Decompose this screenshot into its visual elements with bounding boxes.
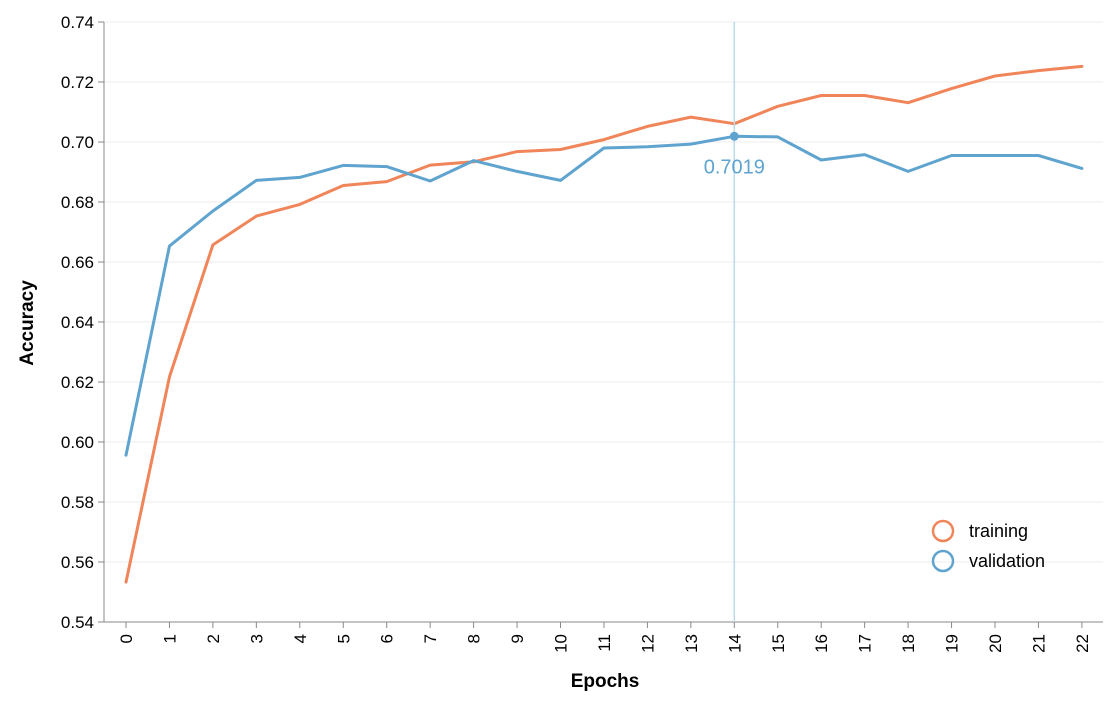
x-tick-label: 2: [204, 634, 223, 643]
y-tick-label: 0.68: [61, 193, 94, 212]
y-tick-label: 0.72: [61, 73, 94, 92]
x-tick-label: 12: [638, 634, 657, 653]
x-tick-label: 9: [508, 634, 527, 643]
x-tick-label: 11: [595, 634, 614, 652]
x-tick-label: 16: [812, 634, 831, 653]
x-tick-label: 17: [856, 634, 875, 653]
hover-annotation: 0.7019: [704, 22, 765, 622]
x-tick-label: 14: [725, 634, 744, 653]
hover-value-label: 0.7019: [704, 156, 765, 178]
x-tick-label: 5: [334, 634, 353, 643]
legend-symbol-training: [931, 519, 955, 543]
y-tick-label: 0.58: [61, 493, 94, 512]
x-axis-title: Epochs: [571, 671, 640, 692]
x-tick-label: 13: [682, 634, 701, 653]
y-tick-label: 0.70: [61, 133, 94, 152]
x-tick-label: 20: [986, 634, 1005, 653]
x-tick-label: 0: [117, 634, 136, 643]
grid-lines: [104, 21, 1103, 623]
y-axis-title: Accuracy: [17, 280, 38, 366]
x-tick-label: 15: [769, 634, 788, 653]
data-series: [124, 64, 1084, 584]
legend: training validation: [931, 519, 1045, 573]
x-tick-label: 3: [247, 634, 266, 643]
x-tick-label: 4: [291, 634, 310, 643]
axes: 0.54 0.56 0.58 0.60 0.62 0.64 0.66 0.68 0.70 0.72…: [61, 13, 1103, 653]
legend-symbol-validation: [931, 549, 955, 573]
y-tick-label: 0.60: [61, 433, 94, 452]
x-tick-label: 8: [465, 634, 484, 643]
y-tick-label: 0.62: [61, 373, 94, 392]
y-tick-label: 0.64: [61, 313, 94, 332]
x-tick-label: 1: [160, 634, 179, 643]
legend-label-validation: validation: [969, 551, 1045, 571]
x-tick-label: 19: [943, 634, 962, 653]
y-tick-label: 0.66: [61, 253, 94, 272]
x-tick-label: 10: [552, 634, 571, 653]
y-tick-label: 0.54: [61, 613, 94, 632]
x-tick-label: 21: [1029, 634, 1048, 653]
y-tick-label: 0.74: [61, 13, 94, 32]
x-tick-label: 18: [899, 634, 918, 653]
x-tick-label: 22: [1073, 634, 1092, 653]
series-line-validation: [124, 134, 1084, 457]
legend-label-training: training: [969, 521, 1028, 541]
series-line-training: [124, 64, 1084, 584]
x-tick-label: 7: [421, 634, 440, 643]
hover-point: [729, 131, 739, 141]
x-tick-label: 6: [378, 634, 397, 643]
y-tick-label: 0.56: [61, 553, 94, 572]
